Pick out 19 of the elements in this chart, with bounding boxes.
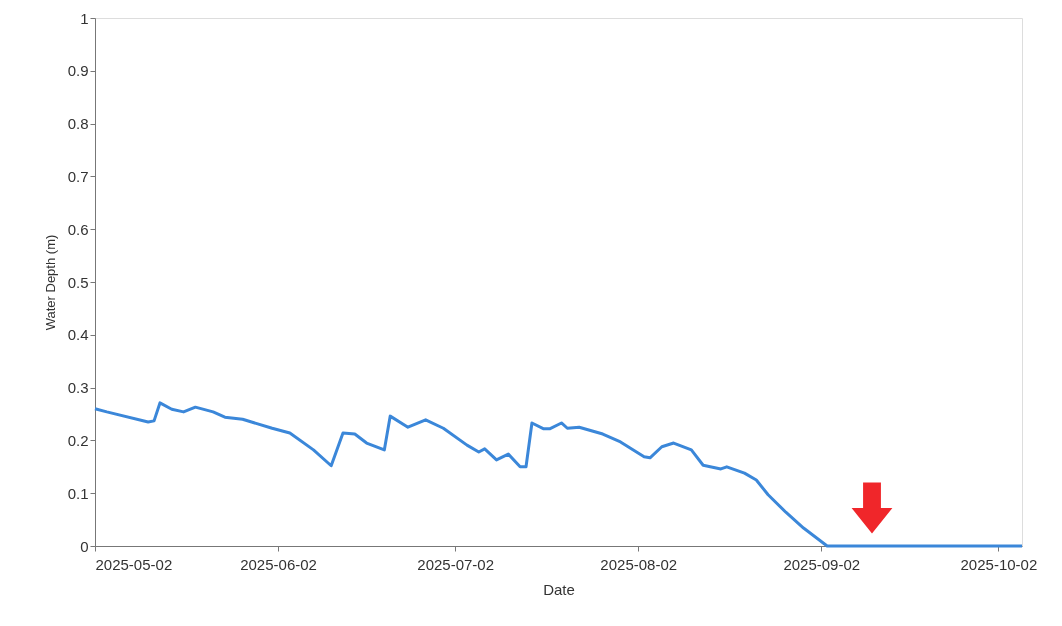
x-tick-label: 2025-06-02 xyxy=(240,555,317,573)
y-tick-label: 0.1 xyxy=(67,484,89,502)
x-tick-label: 2025-09-02 xyxy=(783,555,861,573)
y-tick-label: 0.4 xyxy=(67,326,89,344)
y-tick-label: 0.3 xyxy=(67,379,89,397)
y-tick-label: 0 xyxy=(80,537,89,555)
x-tick-label: 2025-07-02 xyxy=(417,555,495,573)
y-axis-title: Water Depth (m) xyxy=(42,234,58,331)
x-tick-label: 2025-08-02 xyxy=(600,555,678,573)
y-tick-label: 0.5 xyxy=(67,273,89,291)
y-tick-label: 0.6 xyxy=(67,220,89,238)
x-axis-title: Date xyxy=(543,580,575,598)
x-tick-label: 2025-10-02 xyxy=(960,555,1038,573)
y-tick-label: 0.7 xyxy=(67,167,89,185)
y-tick-label: 0.9 xyxy=(67,62,89,80)
x-tick-label: 2025-05-02 xyxy=(95,555,173,573)
y-tick-label: 0.2 xyxy=(67,431,89,449)
y-tick-label: 0.8 xyxy=(67,115,89,133)
y-tick-label: 1 xyxy=(80,9,89,27)
